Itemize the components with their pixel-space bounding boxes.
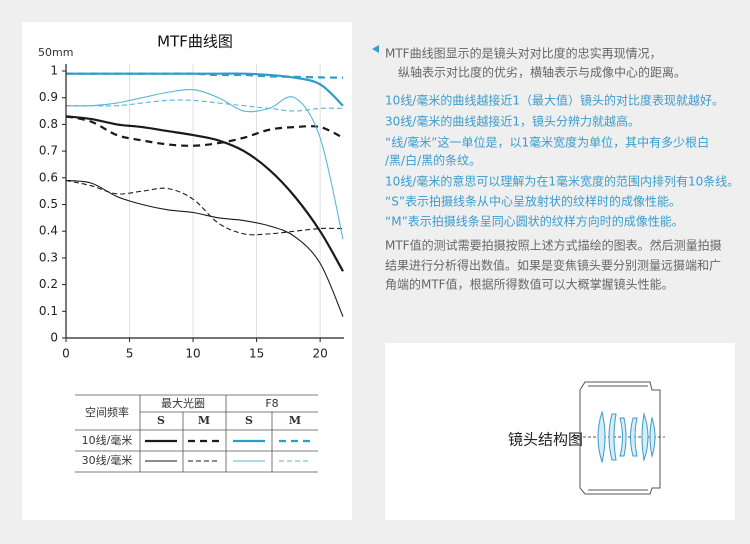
focal-length: 50mm [38,46,73,59]
description: MTF曲线图显示的是镜头对对比度的忠实再现情况， 纵轴表示对比度的优劣，横轴表示与… [385,46,739,292]
legend-group: F8 [265,397,278,410]
y-tick-label: 0.9 [39,90,58,104]
curves [65,72,344,317]
y-tick-label: 0.2 [39,277,58,291]
x-tick-label: 20 [312,347,327,361]
y-tick-label: 1 [50,64,58,78]
chart-panel [22,22,352,520]
chart-title: MTF曲线图 [157,33,233,51]
note-line: 10线/毫米的意思可以理解为在1毫米宽度的范围内排列有10条线。 [385,174,739,189]
mtf-curve [65,88,344,240]
intro-line: 纵轴表示对比度的优劣，横轴表示与成像中心的距离。 [398,65,686,80]
y-tick-label: 0.1 [39,304,58,318]
y-tick-label: 0.4 [39,224,58,238]
mtf-curve [65,115,344,147]
legend-row: 30线/毫米 [82,453,133,467]
note-line: 10线/毫米的曲线越接近1（最大值）镜头的对比度表现就越好。 [385,93,724,108]
note-line: /黑/白/黑的条纹。 [385,153,481,168]
footer-line: MTF值的测试需要拍摄按照上述方式描绘的图表。然后测量拍摄 [385,238,722,253]
arrow-marker [372,45,379,53]
mtf-curve [66,99,344,112]
note-line: “线/毫米”这一单位是，以1毫米宽度为单位，其中有多少根白 [385,135,709,150]
mtf-curve [66,72,344,79]
mtf-curve [65,179,344,236]
x-tick-label: 15 [249,347,264,361]
ticks: 0 5 10 15 20 0 0.1 0.2 0.3 0.4 0.5 0.6 0.7 0.8 0.9 1 [39,64,328,361]
mtf-curve [65,179,344,317]
x-tick-label: 0 [62,347,70,361]
note-line: “M”表示拍摄线条呈同心圆状的纹样方向时的成像性能。 [385,214,684,229]
lens-title: 镜头结构图 [508,431,583,449]
x-tick-label: 10 [185,347,200,361]
y-tick-label: 0.3 [39,250,58,264]
legend-column: M [289,414,301,427]
y-tick-label: 0.7 [39,144,58,158]
footer-line: 结果进行分析得出数值。如果是变焦镜头要分别测量远摄端和广 [385,258,721,273]
y-tick-label: 0 [50,331,58,345]
y-tick-label: 0.8 [39,117,58,131]
lens-panel [385,343,735,520]
lens-drawing [573,381,665,495]
legend-header: 空间频率 [85,405,129,419]
legend-column: S [245,414,253,427]
legend-column: S [157,414,165,427]
legend-table-grid [75,394,318,473]
footer-line: 角端的MTF值，根据所得数值可以大概掌握镜头性能。 [385,277,674,292]
legend-column: M [198,414,210,427]
lens-elements [597,410,656,464]
intro-line: MTF曲线图显示的是镜头对对比度的忠实再现情况， [385,46,662,61]
x-tick-label: 5 [126,347,134,361]
y-tick-label: 0.6 [39,170,58,184]
legend-group: 最大光圈 [161,396,205,410]
grid [129,64,321,338]
legend-row: 10线/毫米 [82,433,133,447]
mtf-curve [65,115,344,272]
note-line: 30线/毫米的曲线越接近1，镜头分辨力就越高。 [385,114,640,129]
y-tick-label: 0.5 [39,197,58,211]
legend: S M S M 10线/毫米 30线/毫米 [82,414,311,467]
note-line: “S”表示拍摄线条从中心呈放射状的纹样时的成像性能。 [385,194,681,209]
